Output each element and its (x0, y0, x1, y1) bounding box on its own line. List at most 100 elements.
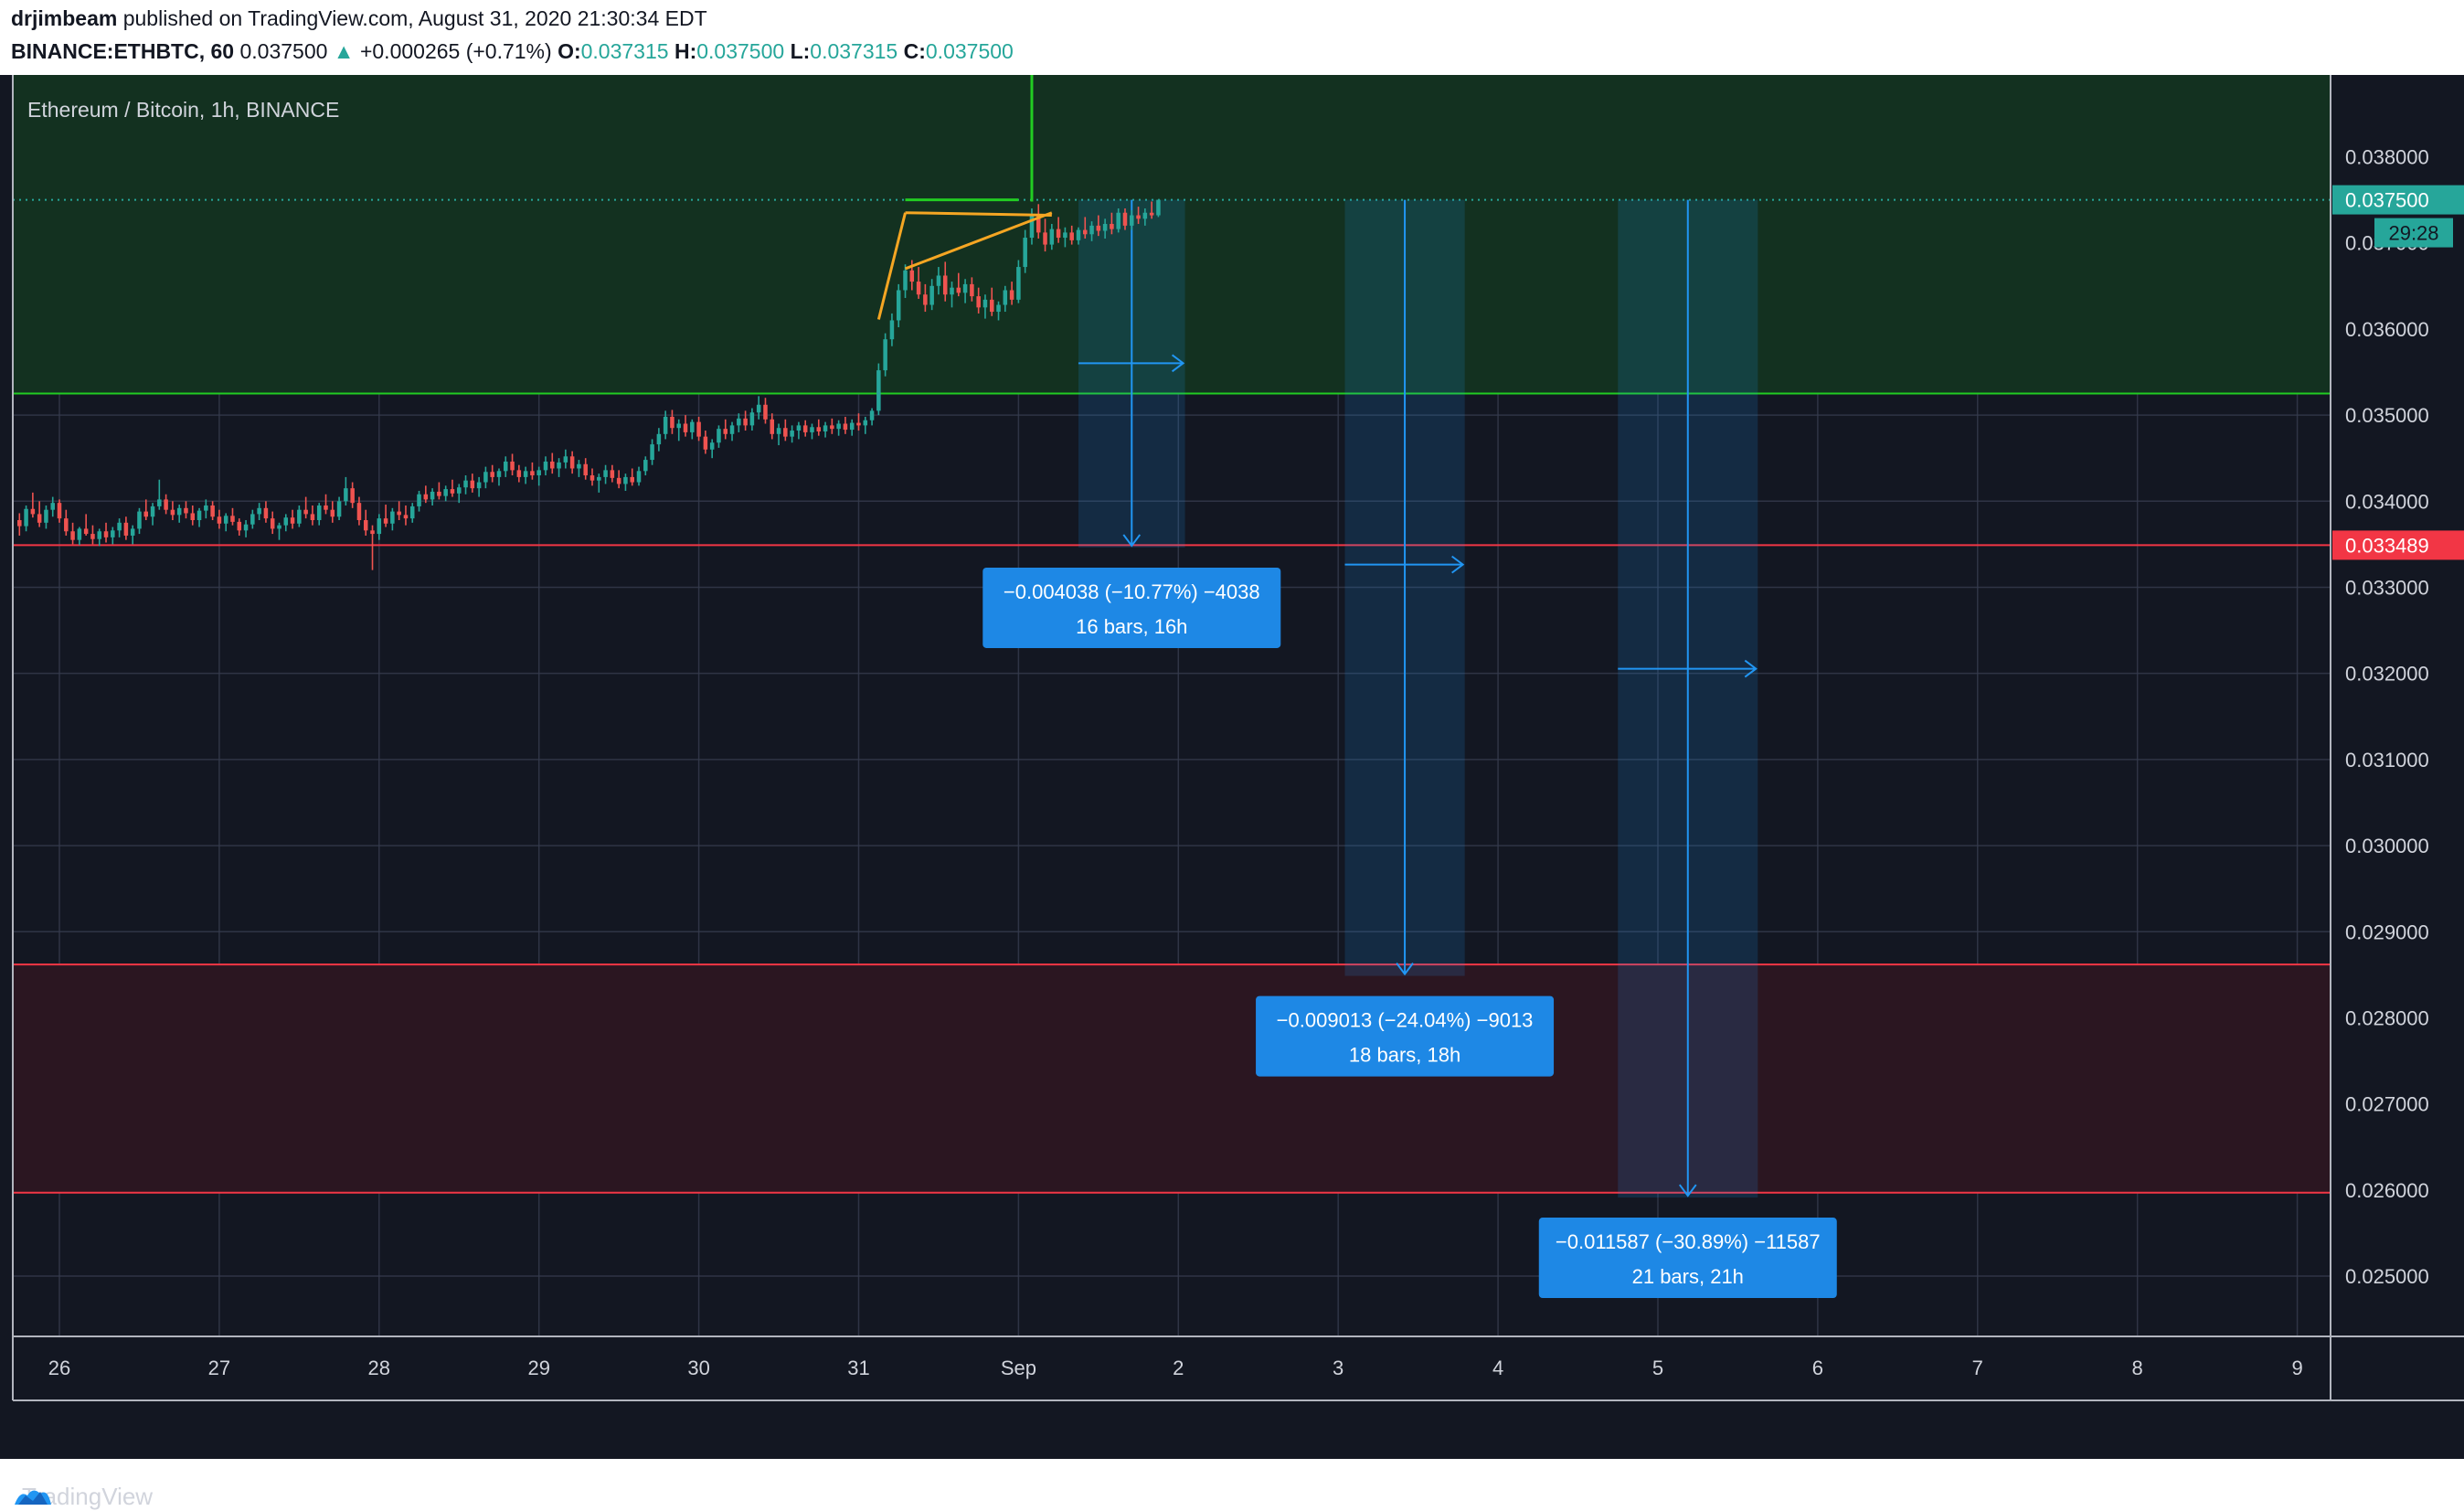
candle-body (383, 518, 388, 524)
low-label: L: (790, 39, 811, 63)
candle-body (303, 509, 308, 515)
pennant-mid (905, 211, 1052, 218)
tradingview-logo-icon (15, 1490, 51, 1505)
candles-layer (17, 199, 1161, 570)
candle-body (763, 404, 768, 420)
x-tick-label: 9 (2291, 1357, 2302, 1379)
candle-body (749, 412, 755, 426)
candle-body (83, 528, 89, 535)
candle-body (111, 530, 115, 537)
candle-body (397, 511, 401, 516)
candle-body (876, 370, 881, 411)
candle-body (643, 460, 648, 472)
candle-body (496, 471, 502, 477)
candle-body (550, 461, 555, 469)
candle-body (663, 416, 668, 434)
measure-bars: 16 bars, 16h (1076, 615, 1187, 638)
x-tick-label: 4 (1492, 1357, 1503, 1379)
drawings-layer (876, 75, 1053, 320)
candle-body (683, 423, 688, 432)
x-tick-label: 30 (687, 1357, 709, 1379)
levels-layer (13, 198, 2331, 1194)
candle-body (843, 423, 848, 431)
x-tick-label: 27 (208, 1357, 230, 1379)
candle-body (976, 296, 981, 308)
candle-body (982, 299, 988, 308)
candle-body (670, 416, 674, 429)
chart-area[interactable]: −0.004038 (−10.77%) −4038 16 bars, 16h −0.… (0, 75, 2464, 1510)
candle-body (830, 425, 834, 430)
candle-body (243, 524, 249, 531)
candle-body (97, 531, 101, 539)
measure-right-arrow-icon (1171, 354, 1185, 373)
candle-body (403, 515, 409, 519)
candle-body (956, 287, 961, 293)
bullish-zone (13, 75, 2331, 394)
candle-body (836, 423, 841, 430)
candle-body (176, 507, 182, 516)
candle-body (377, 518, 382, 535)
measure-right-arrow-icon (1744, 659, 1758, 678)
candle-body (996, 304, 1001, 313)
candle-body (344, 488, 348, 502)
candle-body (270, 518, 275, 529)
candle-body (123, 522, 129, 536)
candle-body (696, 421, 701, 437)
stop-level-badge (2332, 530, 2464, 560)
candle-body (250, 514, 255, 525)
candle-body (90, 534, 95, 539)
candle-body (417, 494, 421, 506)
candle-body (863, 420, 868, 426)
candle-body (390, 511, 395, 524)
publish-info: published on TradingView.com, August 31,… (122, 6, 707, 30)
candle-body (916, 282, 921, 295)
author-name[interactable]: drjimbeam (11, 6, 118, 30)
candle-body (623, 476, 628, 484)
candle-body (17, 520, 22, 527)
open-value: 0.037315 (580, 39, 669, 63)
candle-body (117, 522, 122, 531)
candle-body (310, 514, 315, 521)
candle-body (290, 517, 295, 524)
close-label: C: (903, 39, 926, 63)
candle-body (1016, 267, 1021, 300)
candle-body (896, 290, 901, 321)
candle-body (589, 475, 595, 481)
candle-body (717, 429, 721, 443)
candle-body (217, 516, 222, 524)
candle-body (103, 531, 109, 537)
chart-canvas[interactable]: −0.004038 (−10.77%) −4038 16 bars, 16h −0.… (0, 75, 2464, 1459)
candle-body (456, 487, 462, 494)
candle-body (856, 422, 861, 426)
candle-body (430, 491, 435, 500)
tradingview-logo[interactable]: TradingView (13, 1483, 153, 1511)
candle-body (563, 456, 568, 463)
y-tick-label: 0.025000 (2345, 1265, 2429, 1288)
candle-body (257, 507, 261, 515)
x-tick-label: 28 (368, 1357, 390, 1379)
candle-body (929, 285, 934, 305)
candle-body (504, 461, 508, 472)
candle-body (30, 508, 36, 515)
candle-body (796, 425, 802, 431)
candle-body (776, 428, 781, 434)
candle-body (1049, 229, 1055, 245)
candle-body (636, 471, 642, 483)
x-tick-label: 6 (1812, 1357, 1823, 1379)
candle-body (1036, 215, 1041, 233)
candle-body (223, 516, 228, 524)
candle-body (723, 429, 728, 434)
candle-body (656, 433, 662, 445)
candle-body (583, 463, 588, 476)
candle-body (729, 425, 735, 434)
x-tick-label: 2 (1173, 1357, 1184, 1379)
measure-label: −0.004038 (−10.77%) −4038 (1004, 580, 1260, 603)
candle-body (443, 489, 448, 496)
high-value: 0.037500 (696, 39, 785, 63)
candle-body (1130, 215, 1134, 226)
candle-body (450, 489, 455, 494)
x-tick-label: 29 (527, 1357, 549, 1379)
last-price-badge (2332, 185, 2464, 215)
candle-body (770, 419, 775, 434)
candle-body (869, 410, 875, 420)
